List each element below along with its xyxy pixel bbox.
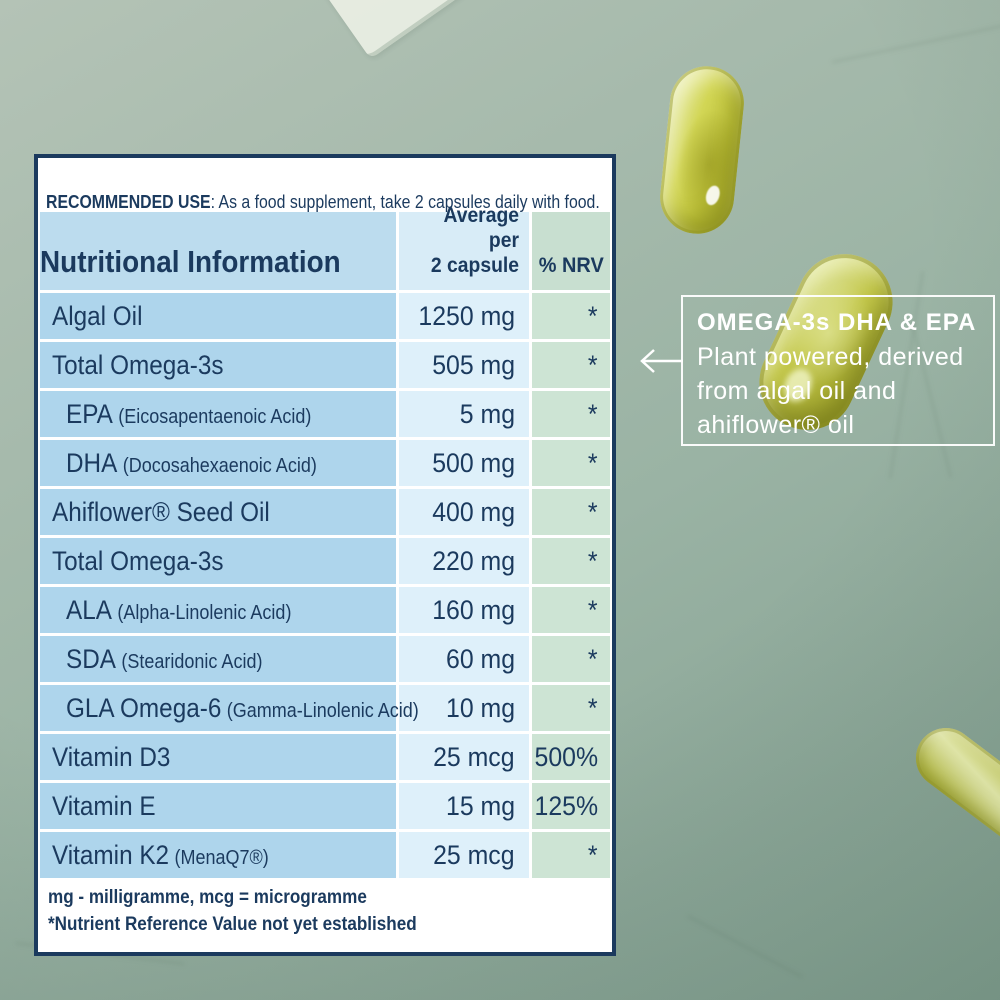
- row-nrv: *: [588, 398, 598, 429]
- row-name-detail: (Stearidonic Acid): [121, 650, 263, 673]
- row-value: 15 mg: [445, 790, 515, 821]
- row-name: EPA: [66, 398, 113, 429]
- row-value: 220 mg: [432, 545, 515, 576]
- row-value: 60 mg: [445, 643, 515, 674]
- row-name: Vitamin K2: [52, 839, 170, 870]
- row-value: 1250 mg: [418, 300, 515, 331]
- row-name: Ahiflower® Seed Oil: [52, 496, 270, 527]
- recommended-use-text: : As a food supplement, take 2 capsules …: [210, 192, 600, 212]
- row-nrv: *: [588, 300, 598, 331]
- white-box-corner: [300, 0, 494, 59]
- supplement-capsule: [656, 62, 748, 238]
- footnotes: mg - milligramme, mcg = microgramme *Nut…: [48, 884, 417, 938]
- row-value: 400 mg: [432, 496, 515, 527]
- row-name-detail: (Eicosapentaenoic Acid): [118, 405, 312, 428]
- row-name-detail: (Alpha-Linolenic Acid): [117, 601, 292, 624]
- recommended-use-label: RECOMMENDED USE: [46, 192, 211, 212]
- row-name-detail: (Docosahexaenoic Acid): [122, 454, 317, 477]
- callout-title: OMEGA-3s DHA & EPA: [697, 309, 977, 336]
- row-name: Vitamin D3: [52, 741, 171, 772]
- row-nrv: *: [588, 496, 598, 527]
- row-value: 25 mcg: [433, 741, 515, 772]
- row-name-detail: (MenaQ7®): [174, 846, 269, 869]
- row-name: Total Omega-3s: [52, 349, 224, 380]
- row-value: 5 mg: [459, 398, 515, 429]
- row-nrv: *: [588, 839, 598, 870]
- row-value: 10 mg: [445, 692, 515, 723]
- row-name: Total Omega-3s: [52, 545, 224, 576]
- arrow-left-icon: [640, 349, 683, 373]
- capsule-highlight: [703, 183, 723, 207]
- row-name-detail: (Gamma-Linolenic Acid): [226, 699, 419, 722]
- row-nrv: 500%: [534, 741, 598, 772]
- row-name: DHA: [66, 447, 118, 478]
- row-nrv: *: [588, 349, 598, 380]
- header-average-per-2-capsule: Average per 2 capsule: [399, 204, 529, 290]
- row-name: GLA Omega-6: [66, 692, 222, 723]
- supplement-capsule: [903, 716, 1000, 855]
- row-value: 500 mg: [432, 447, 515, 478]
- header-percent-nrv: % NRV: [532, 212, 610, 290]
- callout-box: OMEGA-3s DHA & EPA Plant powered, derive…: [681, 295, 995, 446]
- supplement-facts-panel: RECOMMENDED USE: As a food supplement, t…: [34, 154, 616, 956]
- row-nrv: *: [588, 545, 598, 576]
- header-nutritional-information: Nutritional Information: [40, 212, 396, 290]
- row-nrv: 125%: [534, 790, 598, 821]
- row-name: SDA: [66, 643, 116, 674]
- callout-body: Plant powered, derived from algal oil an…: [697, 343, 964, 439]
- nutrition-table: Nutritional Information Average per 2 cap…: [40, 204, 610, 878]
- marble-vein: [831, 23, 1000, 64]
- row-value: 505 mg: [432, 349, 515, 380]
- row-nrv: *: [588, 594, 598, 625]
- row-nrv: *: [588, 447, 598, 478]
- row-value: 25 mcg: [433, 839, 515, 870]
- marble-vein: [686, 914, 804, 979]
- footnote-units: mg - milligramme, mcg = microgramme: [48, 887, 367, 908]
- row-value: 160 mg: [432, 594, 515, 625]
- row-name: Algal Oil: [52, 300, 143, 331]
- footnote-nrv: *Nutrient Reference Value not yet establ…: [48, 914, 417, 935]
- recommended-use: RECOMMENDED USE: As a food supplement, t…: [46, 192, 600, 213]
- row-nrv: *: [588, 643, 598, 674]
- row-name: ALA: [66, 594, 112, 625]
- row-name: Vitamin E: [52, 790, 156, 821]
- row-nrv: *: [588, 692, 598, 723]
